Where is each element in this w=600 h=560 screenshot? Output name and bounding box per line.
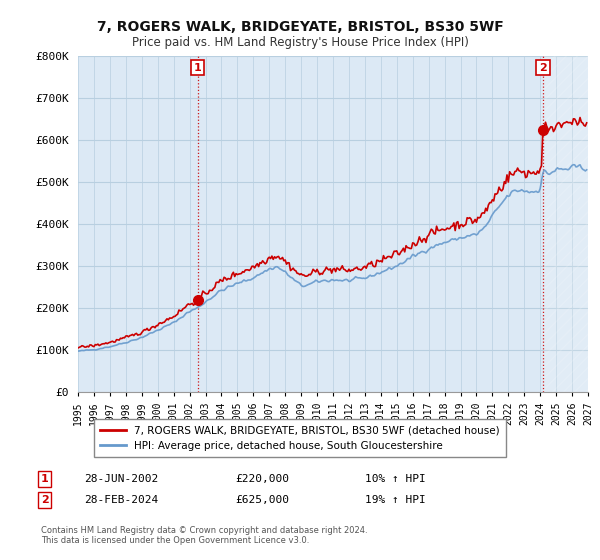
Text: Price paid vs. HM Land Registry's House Price Index (HPI): Price paid vs. HM Land Registry's House …: [131, 36, 469, 49]
Text: Contains HM Land Registry data © Crown copyright and database right 2024.
This d: Contains HM Land Registry data © Crown c…: [41, 525, 367, 545]
Text: £220,000: £220,000: [235, 474, 289, 484]
Text: 10% ↑ HPI: 10% ↑ HPI: [365, 474, 425, 484]
Text: 1: 1: [41, 474, 49, 484]
Legend: 7, ROGERS WALK, BRIDGEYATE, BRISTOL, BS30 5WF (detached house), HPI: Average pri: 7, ROGERS WALK, BRIDGEYATE, BRISTOL, BS3…: [94, 419, 506, 457]
Text: 2: 2: [539, 63, 547, 73]
Text: 19% ↑ HPI: 19% ↑ HPI: [365, 495, 425, 505]
Text: 28-JUN-2002: 28-JUN-2002: [84, 474, 158, 484]
Text: 28-FEB-2024: 28-FEB-2024: [84, 495, 158, 505]
Text: 7, ROGERS WALK, BRIDGEYATE, BRISTOL, BS30 5WF: 7, ROGERS WALK, BRIDGEYATE, BRISTOL, BS3…: [97, 20, 503, 34]
Text: 2: 2: [41, 495, 49, 505]
Bar: [543, 56, 588, 392]
Text: 1: 1: [194, 63, 202, 73]
Text: £625,000: £625,000: [235, 495, 289, 505]
